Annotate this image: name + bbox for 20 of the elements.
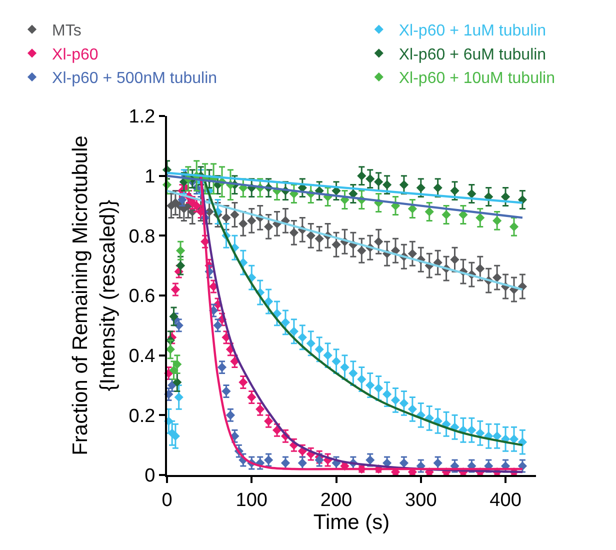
legend-label: Xl-p60 + 10uM tubulin xyxy=(398,70,555,88)
y-axis-title: Fraction of Remaining Microtubule {Intensity (rescaled)} xyxy=(69,136,120,456)
y-tick-label: 0.2 xyxy=(128,406,156,427)
x-tick-label: 400 xyxy=(490,490,522,511)
x-tick-label: 300 xyxy=(405,490,437,511)
legend-label: Xl-p60 + 6uM tubulin xyxy=(398,46,546,64)
x-tick-label: 100 xyxy=(236,490,268,511)
legend-label: MTs xyxy=(52,22,82,40)
y-tick-label: 0.8 xyxy=(128,226,156,248)
legend-label: Xl-p60 xyxy=(52,46,98,64)
legend-label: Xl-p60 + 1uM tubulin xyxy=(398,22,546,40)
x-tick-label: 0 xyxy=(162,490,172,511)
y-tick-label: 0.6 xyxy=(128,286,156,308)
y-tick-label: 1 xyxy=(144,166,156,188)
y-tick-label: 0 xyxy=(144,466,156,487)
x-axis-title: Time (s) xyxy=(313,510,390,534)
x-tick-label: 200 xyxy=(320,490,352,511)
y-tick-label: 0.4 xyxy=(128,346,156,367)
y-tick-label: 1.2 xyxy=(128,106,156,128)
legend-label: Xl-p60 + 500nM tubulin xyxy=(52,70,218,88)
